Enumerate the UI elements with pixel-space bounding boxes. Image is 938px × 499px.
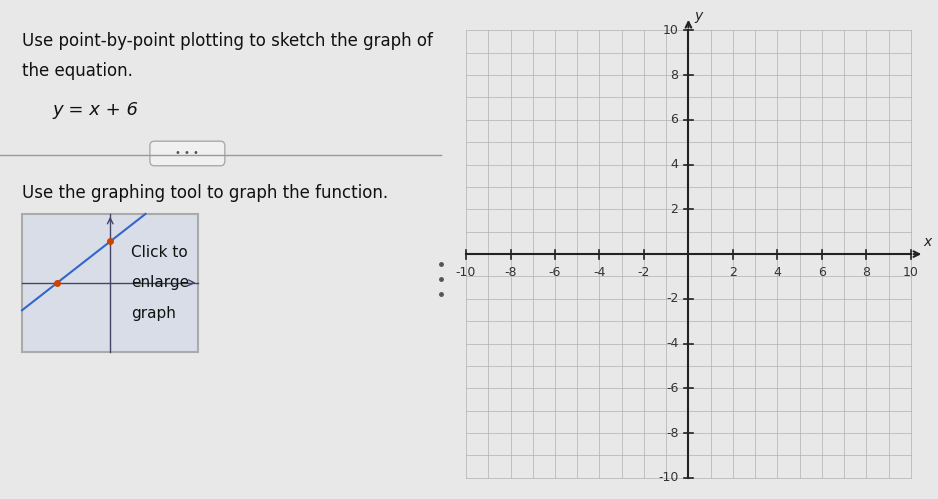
Text: Use the graphing tool to graph the function.: Use the graphing tool to graph the funct…	[22, 185, 388, 203]
Text: 8: 8	[671, 69, 678, 82]
FancyBboxPatch shape	[22, 214, 198, 351]
Text: -2: -2	[666, 292, 678, 305]
Text: y: y	[694, 9, 703, 23]
Text: 4: 4	[671, 158, 678, 171]
Text: -6: -6	[666, 382, 678, 395]
Text: the equation.: the equation.	[22, 61, 133, 79]
Text: x: x	[923, 235, 931, 249]
Text: y = x + 6: y = x + 6	[53, 101, 139, 119]
Text: 4: 4	[774, 266, 781, 279]
Text: -4: -4	[666, 337, 678, 350]
Text: -8: -8	[666, 427, 678, 440]
Text: -2: -2	[638, 266, 650, 279]
Text: Use point-by-point plotting to sketch the graph of: Use point-by-point plotting to sketch th…	[22, 32, 433, 50]
Text: Click to: Click to	[131, 245, 189, 260]
Text: • • •: • • •	[175, 149, 199, 159]
Text: 10: 10	[903, 266, 918, 279]
Text: -4: -4	[594, 266, 606, 279]
FancyBboxPatch shape	[150, 141, 225, 166]
Text: enlarge: enlarge	[131, 275, 189, 290]
Text: -10: -10	[456, 266, 477, 279]
Text: 6: 6	[818, 266, 825, 279]
Text: 10: 10	[662, 24, 678, 37]
Text: -10: -10	[658, 472, 678, 485]
Text: 8: 8	[862, 266, 870, 279]
Text: 6: 6	[671, 113, 678, 126]
Text: graph: graph	[131, 305, 176, 320]
Text: -8: -8	[505, 266, 517, 279]
Text: 2: 2	[729, 266, 737, 279]
Text: -6: -6	[549, 266, 561, 279]
Text: 2: 2	[671, 203, 678, 216]
